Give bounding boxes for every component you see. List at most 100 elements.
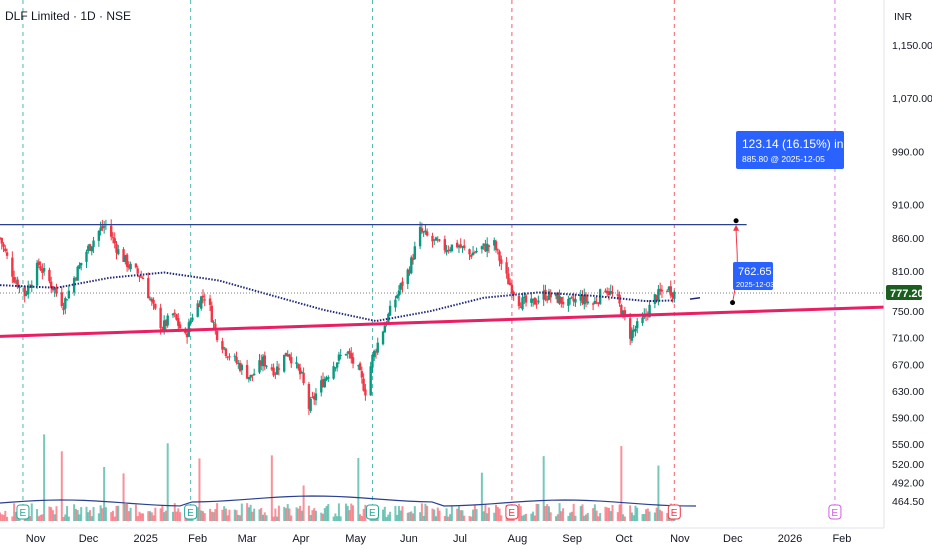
price-axis[interactable]: 1,150.00 1,070.00 990.00 910.00 860.00 810.00… <box>892 40 932 508</box>
time-axis-label: Apr <box>292 533 309 545</box>
volume-bar <box>348 510 351 521</box>
candle-body <box>547 291 551 300</box>
projection-start-date: 2025-12-03 <box>736 280 774 289</box>
volume-bar <box>459 510 462 521</box>
volume-bar <box>55 506 58 521</box>
time-axis[interactable]: Nov Dec 2025 Feb Mar Apr May Jun Jul Aug Sep Oct Nov… <box>26 533 852 545</box>
candle-body <box>115 244 118 253</box>
volume-bar <box>636 507 639 521</box>
candle-body <box>0 237 3 244</box>
candle-body <box>27 285 30 295</box>
volume-bar <box>334 513 337 521</box>
projection-callout[interactable]: 123.14 (16.15%) in 2d 885.80 @ 2025-12-0… <box>736 131 860 169</box>
volume-bar <box>113 516 116 521</box>
candle-body <box>357 365 360 367</box>
candle-body <box>408 270 411 274</box>
volume-bar <box>203 513 206 521</box>
volume-bar <box>547 506 550 521</box>
candle-body <box>348 350 351 355</box>
volume-bar <box>117 505 120 521</box>
candle-body <box>297 364 300 369</box>
candle-body <box>387 313 390 322</box>
volume-bar <box>487 507 490 521</box>
candle-body <box>673 291 676 299</box>
candle-body <box>519 306 522 308</box>
candle-body <box>657 289 660 301</box>
volume-bar <box>606 507 609 521</box>
projection-start-callout[interactable]: 762.65 2025-12-03 <box>733 262 774 290</box>
candle-body <box>381 331 385 345</box>
candle-body <box>438 239 441 241</box>
earnings-marker-icon <box>16 504 30 520</box>
volume-bar <box>431 508 434 521</box>
price-axis-label: 520.00 <box>892 459 924 471</box>
candle-body <box>628 318 632 339</box>
candle-body <box>185 333 189 338</box>
volume-bar <box>496 506 499 521</box>
volume-bar <box>555 516 558 521</box>
volume-bar <box>90 516 93 521</box>
projection-arrow <box>732 226 738 303</box>
candle-body <box>531 298 535 301</box>
time-axis-label: Jul <box>453 533 467 545</box>
candle-body <box>660 289 664 292</box>
volume-bar <box>175 511 178 521</box>
candle-body <box>641 317 644 324</box>
candle-body <box>290 357 293 364</box>
candle-body <box>327 377 330 379</box>
volume-bar <box>240 503 243 521</box>
candle-body <box>221 341 224 350</box>
candle-body <box>147 278 150 299</box>
volume-bar <box>284 508 287 521</box>
volume-bar <box>641 514 644 521</box>
time-axis-label: Dec <box>723 533 743 545</box>
volume-bar <box>383 506 386 521</box>
volume-bar <box>41 514 44 521</box>
candle-body <box>74 278 78 280</box>
volume-bar <box>198 458 201 521</box>
volume-bar <box>92 507 95 521</box>
candle-body <box>78 264 81 269</box>
candle-body <box>425 231 429 236</box>
volume-bar <box>344 503 347 521</box>
candle-body <box>148 298 152 300</box>
volume-bar <box>653 512 656 521</box>
volume-bar <box>4 510 7 521</box>
volume-bar <box>535 503 538 521</box>
candle-body <box>410 257 413 274</box>
candle-body <box>658 288 662 292</box>
volume-bar <box>592 508 595 521</box>
volume-bar <box>14 511 17 521</box>
candle-body <box>237 362 240 364</box>
candle-body <box>470 254 473 257</box>
candle-body <box>607 291 611 296</box>
candle-body <box>485 243 489 252</box>
volume-bar <box>43 434 46 521</box>
trend-lines[interactable] <box>0 218 885 338</box>
candle-body <box>111 237 115 239</box>
volume-bar <box>597 516 600 521</box>
volume-bar <box>546 504 549 521</box>
candle-body <box>320 380 323 393</box>
candle-body <box>101 225 104 229</box>
volume-bar <box>2 514 5 521</box>
volume-bar <box>66 506 69 521</box>
volume-bar <box>473 504 476 521</box>
candle-body <box>595 302 598 304</box>
candle-body <box>493 240 496 246</box>
volume-bar <box>470 516 473 521</box>
volume-bar <box>311 510 314 521</box>
volume-bar <box>443 515 446 521</box>
volume-bar <box>646 508 649 521</box>
volume-bar <box>620 446 623 521</box>
candle-body <box>235 356 238 363</box>
currency-label[interactable]: INR <box>894 11 913 23</box>
volume-bar <box>179 512 182 521</box>
candle-body <box>457 246 461 248</box>
volume-bar <box>177 508 180 521</box>
candle-body <box>228 356 231 358</box>
volume-bar <box>643 514 646 521</box>
volume-bar <box>147 511 150 521</box>
